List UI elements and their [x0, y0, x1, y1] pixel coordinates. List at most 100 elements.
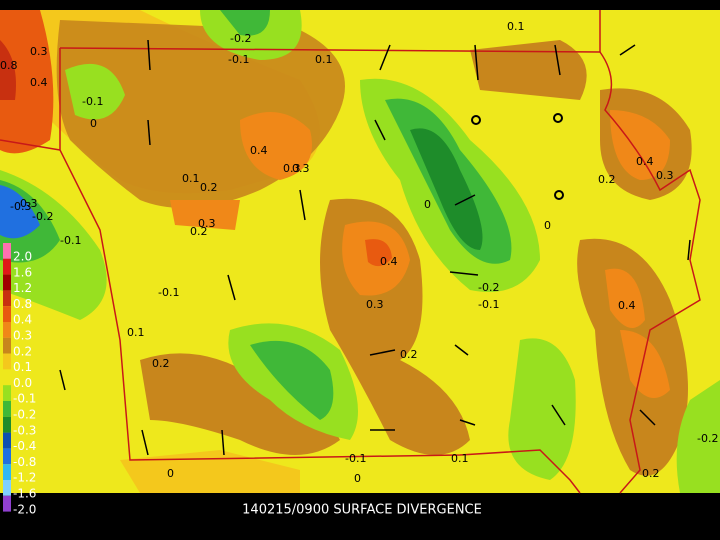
legend-swatch	[3, 448, 11, 465]
contour-label: -0.3	[10, 200, 31, 213]
contour-label: 0.1	[182, 172, 200, 185]
legend-label: 1.2	[13, 281, 32, 295]
fill-region	[65, 63, 125, 120]
contour-label: 0.2	[400, 348, 418, 361]
map-area	[0, 10, 720, 494]
caption: 140215/0900 SURFACE DIVERGENCE	[242, 503, 482, 518]
legend-swatch	[3, 337, 11, 354]
contour-label: 0.2	[642, 467, 660, 480]
legend-label: 0.0	[13, 376, 32, 390]
legend-swatch	[3, 401, 11, 417]
contour-label: -0.2	[697, 432, 718, 445]
legend-label: 0.3	[13, 329, 32, 343]
contour-label: 0	[354, 472, 361, 485]
contour-label: 0.2	[190, 225, 208, 238]
contour-label: 0.1	[507, 20, 525, 33]
fill-region	[605, 268, 645, 328]
contour-label: 0.3	[30, 45, 48, 58]
legend-label: -2.0	[13, 502, 36, 516]
contour-label: -0.2	[478, 281, 499, 294]
legend-swatch	[3, 243, 11, 259]
legend-swatch	[3, 274, 11, 291]
fill-region	[470, 40, 587, 100]
contour-label: 0.2	[152, 357, 170, 370]
contour-label: -0.2	[230, 32, 251, 45]
legend-swatch	[3, 385, 11, 401]
fill-region	[170, 200, 240, 230]
contour-label: 0	[167, 467, 174, 480]
legend-swatch	[3, 258, 11, 275]
legend-label: -1.6	[13, 487, 36, 501]
legend-label: 1.6	[13, 265, 32, 279]
contour-label: 0.3	[656, 169, 674, 182]
contour-label: 0.8	[0, 59, 18, 72]
fill-region	[220, 10, 270, 36]
legend-label: -0.4	[13, 439, 36, 453]
legend-swatch	[3, 306, 11, 322]
contour-label: 0	[90, 117, 97, 130]
fill-region	[140, 353, 340, 455]
contour-label: 0.4	[636, 155, 654, 168]
contour-label: 0.3	[198, 217, 216, 230]
fill-region	[0, 185, 40, 239]
legend-label: -0.8	[13, 455, 36, 469]
fill-region	[120, 450, 300, 493]
wind-barbs	[59, 39, 691, 456]
legend-label: 0.2	[13, 344, 32, 358]
fill-region	[676, 380, 720, 493]
fill-region	[0, 40, 16, 100]
fill-region	[410, 128, 483, 250]
contour-label: 0.4	[30, 76, 48, 89]
contour-label: -0.1	[158, 286, 179, 299]
legend-label: 0.4	[13, 313, 32, 327]
legend-swatch	[3, 369, 11, 386]
contour-label: 0.3	[366, 298, 384, 311]
legend-swatch	[3, 322, 11, 338]
legend-swatch	[3, 495, 11, 512]
contour-label: 0.1	[127, 326, 145, 339]
contour-label: 0.2	[200, 181, 218, 194]
contour-label: -0.1	[478, 298, 499, 311]
contour-label: 0.1	[315, 53, 333, 66]
legend-label: -1.2	[13, 471, 36, 485]
contour-label: 0	[424, 198, 431, 211]
contour-label: 0.4	[618, 299, 636, 312]
legend-label: -0.1	[13, 392, 36, 406]
state-borders	[0, 10, 701, 494]
contour-label: 0.4	[250, 144, 268, 157]
fill-region	[620, 330, 670, 398]
legend-swatch	[3, 432, 11, 449]
legend-swatch	[3, 480, 11, 496]
legend: 2.01.6 1.2 0.8 0.4 0.30.2 0.1 0.0 -0.1 -0.2-0.3 -…	[3, 243, 36, 516]
contour-label: 0.2	[598, 173, 616, 186]
contour-label: -0.1	[82, 95, 103, 108]
contour-label: 0.3	[20, 197, 38, 210]
fill-region	[240, 112, 312, 180]
contour-label: 0	[544, 219, 551, 232]
contour-label: -0.1	[60, 234, 81, 247]
contour-label: 0.3	[292, 162, 310, 175]
fill-region	[250, 340, 334, 420]
legend-swatch	[3, 353, 11, 370]
station-markers	[471, 113, 564, 200]
contour-labels: 0.1-0.2-0.1 0.10.30.80.4-0.100.40.30.10.2…	[0, 20, 718, 485]
legend-label: -0.3	[13, 423, 36, 437]
fill-region	[508, 338, 576, 480]
fill-region	[610, 110, 670, 180]
contour-label: 0.1	[451, 452, 469, 465]
legend-swatch	[3, 416, 11, 433]
contour-label: -0.2	[32, 210, 53, 223]
legend-label: 0.1	[13, 360, 32, 374]
legend-swatch	[3, 464, 11, 480]
legend-label: -0.2	[13, 408, 36, 422]
fill-region	[0, 10, 54, 154]
legend-swatch	[3, 290, 11, 307]
legend-label: 0.8	[13, 297, 32, 311]
contour-label: 0.3	[283, 162, 301, 175]
contour-label: 0.4	[380, 255, 398, 268]
contour-label: -0.1	[228, 53, 249, 66]
legend-label: 2.0	[13, 250, 32, 264]
contour-label: -0.1	[345, 452, 366, 465]
fill-region	[365, 239, 392, 267]
